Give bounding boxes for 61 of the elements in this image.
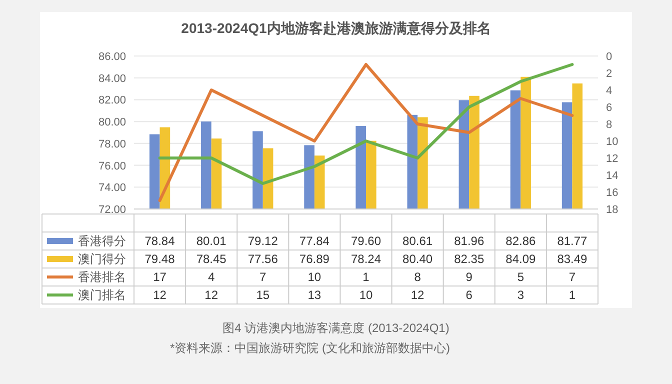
data-label: 9 (466, 270, 473, 284)
data-label: 76.89 (299, 252, 330, 266)
data-label: 12 (153, 288, 167, 302)
y2-tick-label: 8 (606, 119, 612, 131)
y2-tick-label: 16 (606, 187, 618, 199)
data-label: 79.60 (350, 234, 382, 248)
chart-title: 2013-2024Q1内地游客赴港澳旅游满意得分及排名 (181, 20, 491, 36)
data-label: 82.86 (506, 234, 536, 248)
data-label: 83.49 (557, 252, 588, 266)
data-label: 79.48 (144, 252, 176, 266)
y2-tick-label: 14 (606, 170, 618, 182)
y2-tick-label: 18 (606, 204, 618, 216)
data-label: 5 (517, 270, 524, 284)
y2-tick-label: 10 (606, 136, 618, 148)
data-label: 10 (359, 288, 373, 302)
data-label: 78.84 (144, 234, 176, 248)
data-label: 1 (362, 270, 370, 284)
data-label: 4 (208, 270, 215, 284)
y-tick-label: 72.00 (98, 204, 126, 216)
y2-tick-label: 12 (606, 153, 618, 165)
y2-tick-label: 6 (606, 102, 612, 114)
legend-label: 香港得分 (78, 234, 126, 248)
y2-tick-label: 0 (606, 51, 612, 63)
data-label: 77.84 (299, 234, 330, 248)
data-label: 80.40 (402, 252, 433, 266)
y-tick-label: 84.00 (98, 72, 126, 85)
data-label: 81.77 (557, 234, 588, 248)
y-tick-label: 74.00 (98, 182, 126, 194)
legend-label: 香港排名 (78, 270, 126, 284)
y2-tick-label: 4 (606, 85, 612, 97)
data-label: 7 (260, 270, 267, 284)
data-label: 10 (308, 270, 322, 284)
data-label: 6 (466, 288, 473, 302)
legend-label: 澳门排名 (78, 288, 126, 302)
data-label: 15 (256, 288, 270, 302)
y-tick-label: 76.00 (98, 160, 126, 172)
data-label: 80.61 (402, 234, 433, 248)
y2-tick-label: 2 (606, 68, 612, 80)
caption: 图4 访港澳内地游客满意度 (2013-2024Q1) (222, 321, 450, 335)
y-tick-label: 82.00 (98, 94, 126, 107)
text: *资料来源：中国旅游研究院 (文化和旅游部数据中心) (170, 341, 450, 355)
data-label: 12 (410, 288, 425, 302)
data-label: 78.45 (196, 252, 227, 266)
y-tick-label: 80.00 (98, 116, 126, 129)
data-label: 81.96 (454, 234, 484, 248)
data-label: 8 (414, 270, 422, 284)
data-label: 1 (568, 288, 576, 302)
legend-label: 澳门得分 (78, 252, 126, 266)
data-label: 7 (568, 270, 576, 284)
data-label: 78.24 (350, 252, 382, 266)
data-label: 12 (204, 288, 218, 302)
data-label: 84.09 (506, 252, 536, 266)
y-tick-label: 86.00 (98, 51, 126, 63)
y-tick-label: 78.00 (98, 138, 126, 150)
data-label: 80.01 (196, 234, 227, 248)
data-label: 17 (153, 270, 167, 284)
data-label: 3 (517, 288, 524, 302)
data-label: 77.56 (248, 252, 278, 266)
data-label: 13 (308, 288, 322, 302)
data-label: 79.12 (248, 234, 278, 248)
data-label: 82.35 (454, 252, 484, 266)
